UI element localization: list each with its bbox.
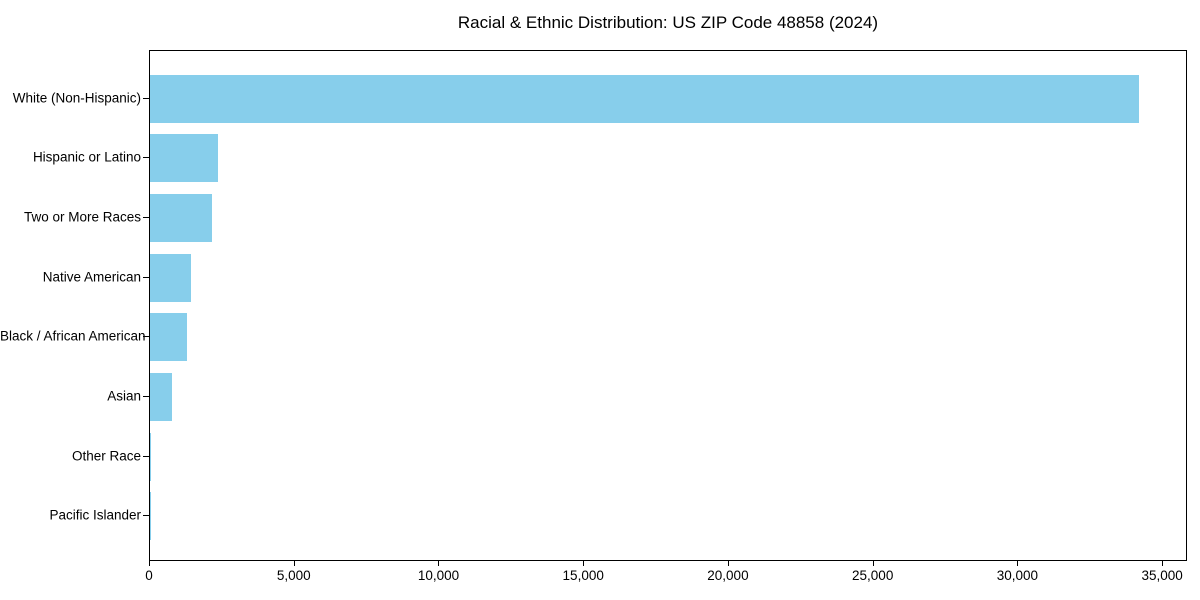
y-tick	[143, 277, 149, 278]
bar	[150, 373, 172, 422]
x-tick	[149, 561, 150, 566]
bar	[150, 253, 192, 302]
x-tick	[1017, 561, 1019, 566]
bar	[150, 193, 212, 242]
y-tick-label: Pacific Islander	[49, 507, 141, 523]
x-tick-label: 15,000	[562, 568, 604, 583]
x-tick	[1162, 561, 1164, 566]
x-tick	[438, 561, 440, 566]
plot-area	[149, 50, 1187, 561]
y-tick-label: White (Non-Hispanic)	[12, 90, 141, 105]
y-tick	[143, 515, 149, 516]
x-tick	[293, 561, 295, 566]
bar	[150, 432, 152, 481]
x-tick-label: 30,000	[996, 568, 1039, 583]
x-tick-label: 25,000	[852, 568, 894, 583]
x-tick-label: 20,000	[707, 568, 749, 583]
y-tick	[143, 217, 149, 218]
x-tick	[583, 561, 585, 566]
y-tick	[143, 336, 149, 337]
y-tick	[143, 456, 149, 457]
y-tick	[143, 396, 149, 397]
y-tick	[143, 157, 149, 158]
bar	[150, 134, 218, 183]
y-tick-label: Black / African American	[0, 328, 146, 344]
y-tick	[143, 98, 149, 99]
y-tick-label: Hispanic or Latino	[32, 149, 141, 165]
y-tick-label: Native American	[42, 269, 141, 285]
x-tick-label: 0	[145, 568, 153, 583]
x-tick-label: 10,000	[417, 568, 460, 583]
y-tick-label: Asian	[107, 388, 141, 404]
chart-title: Racial & Ethnic Distribution: US ZIP Cod…	[457, 13, 879, 32]
y-tick-label: Two or More Races	[23, 209, 141, 225]
x-tick	[727, 561, 729, 566]
y-tick-label: Other Race	[71, 448, 141, 464]
bar	[150, 74, 1139, 123]
x-tick-label: 5,000	[276, 568, 311, 583]
bar	[150, 313, 188, 362]
x-tick-label: 35,000	[1141, 568, 1183, 583]
x-tick	[872, 561, 874, 566]
